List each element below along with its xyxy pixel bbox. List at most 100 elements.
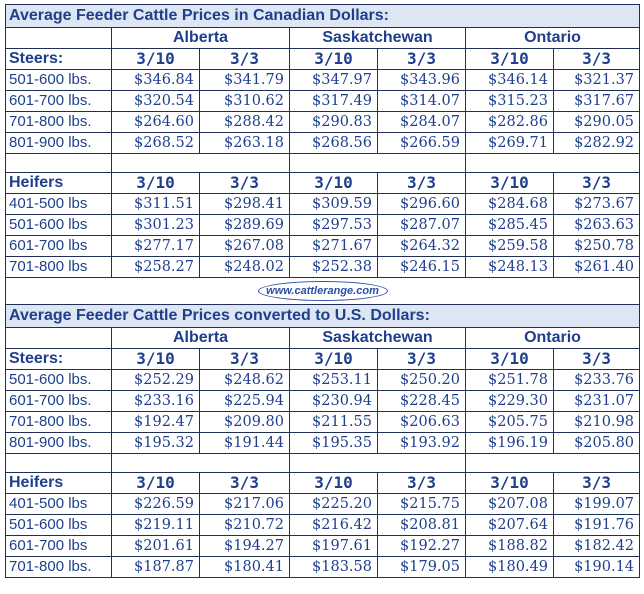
cad-province-header: Alberta Saskatchewan Ontario: [5, 27, 641, 49]
spacer-cell: [5, 453, 112, 473]
price-cell: $190.14: [552, 556, 641, 578]
weight-class: 501-600 lbs.: [5, 69, 112, 91]
province-header: Ontario: [464, 327, 641, 349]
weight-class: 601-700 lbs: [5, 535, 112, 557]
price-cell: $215.75: [377, 493, 466, 515]
weight-class: 801-900 lbs.: [5, 132, 112, 154]
date-header: 3/3: [377, 472, 466, 494]
price-cell: $219.11: [111, 514, 200, 536]
price-cell: $205.75: [465, 411, 554, 433]
date-header: 3/3: [199, 348, 290, 370]
province-header: Saskatchewan: [289, 327, 466, 349]
table-row: 601-700 lbs. $233.16 $225.94 $230.94 $228.45…: [5, 390, 641, 412]
price-cell: $297.53: [289, 214, 378, 236]
price-cell: $252.38: [289, 256, 378, 278]
price-cell: $193.92: [377, 432, 466, 454]
price-cell: $179.05: [377, 556, 466, 578]
price-cell: $191.76: [552, 514, 641, 536]
date-header: 3/10: [111, 472, 200, 494]
price-cell: $315.23: [465, 90, 554, 112]
price-cell: $182.42: [552, 535, 641, 557]
weight-class: 401-500 lbs: [5, 193, 112, 215]
weight-class: 701-800 lbs.: [5, 411, 112, 433]
usd-province-header: Alberta Saskatchewan Ontario: [5, 327, 641, 349]
date-header: 3/10: [111, 48, 200, 70]
price-cell: $180.49: [465, 556, 554, 578]
price-cell: $282.92: [552, 132, 641, 154]
heifers-label: Heifers: [5, 172, 112, 194]
table-row: 501-600 lbs. $252.29 $248.62 $253.11 $250.20…: [5, 369, 641, 391]
price-cell: $229.30: [465, 390, 554, 412]
price-cell: $248.02: [199, 256, 290, 278]
date-header: 3/10: [289, 48, 378, 70]
spacer-cell: [464, 153, 641, 173]
table-row: 701-800 lbs. $264.60 $288.42 $290.83 $284.07…: [5, 111, 641, 133]
price-cell: $226.59: [111, 493, 200, 515]
price-cell: $207.64: [465, 514, 554, 536]
price-cell: $207.08: [465, 493, 554, 515]
price-cell: $233.16: [111, 390, 200, 412]
price-cell: $261.40: [552, 256, 641, 278]
province-header: Ontario: [464, 27, 641, 49]
price-cell: $309.59: [289, 193, 378, 215]
table-row: 701-800 lbs $258.27 $248.02 $252.38 $246.15 $…: [5, 256, 641, 278]
spacer-cell: [464, 453, 641, 473]
price-cell: $251.78: [465, 369, 554, 391]
date-header: 3/10: [465, 172, 554, 194]
spacer-cell: [111, 153, 290, 173]
price-cell: $187.87: [111, 556, 200, 578]
table-row: 501-600 lbs $219.11 $210.72 $216.42 $208.81 $…: [5, 514, 641, 536]
usd-heifers-header: Heifers 3/10 3/3 3/10 3/3 3/10 3/3: [5, 472, 641, 494]
price-cell: $248.62: [199, 369, 290, 391]
date-header: 3/3: [199, 172, 290, 194]
price-cell: $321.37: [552, 69, 641, 91]
cattle-price-tables: Average Feeder Cattle Prices in Canadian…: [4, 4, 641, 578]
date-header: 3/3: [377, 172, 466, 194]
logo-row: www.cattlerange.com: [4, 277, 641, 305]
price-table-body: Average Feeder Cattle Prices in Canadian…: [4, 4, 641, 578]
heifers-label: Heifers: [5, 472, 112, 494]
price-cell: $282.86: [465, 111, 554, 133]
cad-heifers-header: Heifers 3/10 3/3 3/10 3/3 3/10 3/3: [5, 172, 641, 194]
price-cell: $263.63: [552, 214, 641, 236]
price-cell: $209.80: [199, 411, 290, 433]
price-cell: $225.94: [199, 390, 290, 412]
price-cell: $284.68: [465, 193, 554, 215]
price-cell: $346.84: [111, 69, 200, 91]
table-row: 801-900 lbs. $268.52 $263.18 $268.56 $266.59…: [5, 132, 641, 154]
date-header: 3/10: [465, 48, 554, 70]
price-cell: $273.67: [552, 193, 641, 215]
table-row: 701-800 lbs. $192.47 $209.80 $211.55 $206.63…: [5, 411, 641, 433]
price-cell: $180.41: [199, 556, 290, 578]
cad-section-title: Average Feeder Cattle Prices in Canadian…: [4, 4, 641, 28]
price-cell: $210.72: [199, 514, 290, 536]
price-cell: $296.60: [377, 193, 466, 215]
usd-section-title: Average Feeder Cattle Prices converted t…: [4, 304, 641, 328]
date-header: 3/10: [111, 348, 200, 370]
spacer-cell: [289, 153, 466, 173]
date-header: 3/10: [289, 172, 378, 194]
price-cell: $263.18: [199, 132, 290, 154]
price-cell: $346.14: [465, 69, 554, 91]
table-row: 401-500 lbs $226.59 $217.06 $225.20 $215.75 $…: [5, 493, 641, 515]
price-table: Average Feeder Cattle Prices in Canadian…: [4, 4, 641, 578]
price-cell: $250.78: [552, 235, 641, 257]
logo-cell: www.cattlerange.com: [4, 277, 641, 305]
price-cell: $252.29: [111, 369, 200, 391]
price-cell: $192.27: [377, 535, 466, 557]
spacer-cell: [111, 453, 290, 473]
weight-class: 501-600 lbs: [5, 214, 112, 236]
cad-title-row: Average Feeder Cattle Prices in Canadian…: [4, 4, 641, 28]
price-cell: $298.41: [199, 193, 290, 215]
price-cell: $266.59: [377, 132, 466, 154]
price-cell: $225.20: [289, 493, 378, 515]
table-row: 501-600 lbs $301.23 $289.69 $297.53 $287.07 $…: [5, 214, 641, 236]
date-header: 3/10: [465, 348, 554, 370]
spacer-cell: [5, 153, 112, 173]
cad-steers-header: Steers: 3/10 3/3 3/10 3/3 3/10 3/3: [5, 48, 641, 70]
price-cell: $268.56: [289, 132, 378, 154]
date-header: 3/3: [552, 48, 641, 70]
price-cell: $208.81: [377, 514, 466, 536]
cattlerange-logo[interactable]: www.cattlerange.com: [257, 281, 388, 302]
weight-class: 601-700 lbs: [5, 235, 112, 257]
